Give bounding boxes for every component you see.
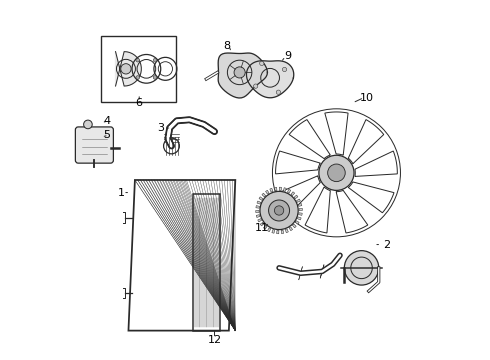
Polygon shape <box>272 230 275 233</box>
Polygon shape <box>297 217 301 220</box>
Circle shape <box>276 90 281 94</box>
Polygon shape <box>260 222 264 226</box>
Polygon shape <box>293 224 296 228</box>
Polygon shape <box>262 193 266 197</box>
Text: 11: 11 <box>255 224 269 233</box>
Polygon shape <box>256 211 259 213</box>
Circle shape <box>344 251 379 285</box>
Text: 10: 10 <box>360 93 374 103</box>
Circle shape <box>136 58 140 62</box>
Polygon shape <box>299 208 302 211</box>
Text: 12: 12 <box>207 334 221 345</box>
Polygon shape <box>264 225 267 229</box>
Text: 2: 2 <box>383 239 390 249</box>
Polygon shape <box>258 219 262 222</box>
Circle shape <box>136 76 140 79</box>
Polygon shape <box>268 228 270 232</box>
FancyBboxPatch shape <box>75 127 113 163</box>
Polygon shape <box>274 187 277 191</box>
Polygon shape <box>256 206 260 208</box>
Polygon shape <box>291 192 294 195</box>
Text: 8: 8 <box>223 41 230 50</box>
Text: 1: 1 <box>118 188 125 198</box>
Circle shape <box>282 67 287 72</box>
Polygon shape <box>295 221 299 224</box>
Polygon shape <box>246 61 294 98</box>
Circle shape <box>121 64 131 74</box>
Polygon shape <box>277 230 279 234</box>
Polygon shape <box>294 195 298 199</box>
Polygon shape <box>259 197 263 200</box>
Polygon shape <box>218 53 268 98</box>
Polygon shape <box>256 215 260 217</box>
Text: 6: 6 <box>136 98 143 108</box>
Circle shape <box>319 155 354 190</box>
Polygon shape <box>298 203 302 206</box>
Text: 3: 3 <box>157 123 164 133</box>
Polygon shape <box>285 229 288 233</box>
Circle shape <box>253 84 258 88</box>
Polygon shape <box>270 188 273 192</box>
Circle shape <box>274 206 284 215</box>
Circle shape <box>260 192 298 230</box>
Text: 5: 5 <box>103 130 110 140</box>
Circle shape <box>153 76 157 79</box>
Polygon shape <box>283 188 286 192</box>
Polygon shape <box>279 187 281 190</box>
Text: 9: 9 <box>285 51 292 61</box>
Text: 4: 4 <box>103 116 111 126</box>
Polygon shape <box>288 189 291 193</box>
Circle shape <box>153 58 157 62</box>
Polygon shape <box>299 213 302 215</box>
Circle shape <box>84 120 92 129</box>
Polygon shape <box>266 190 269 194</box>
Circle shape <box>269 200 290 221</box>
Circle shape <box>260 61 264 66</box>
Circle shape <box>234 67 245 78</box>
Circle shape <box>328 164 345 181</box>
Polygon shape <box>116 51 141 86</box>
Polygon shape <box>257 201 261 204</box>
Polygon shape <box>281 230 284 234</box>
Polygon shape <box>296 199 300 202</box>
Polygon shape <box>289 227 293 231</box>
